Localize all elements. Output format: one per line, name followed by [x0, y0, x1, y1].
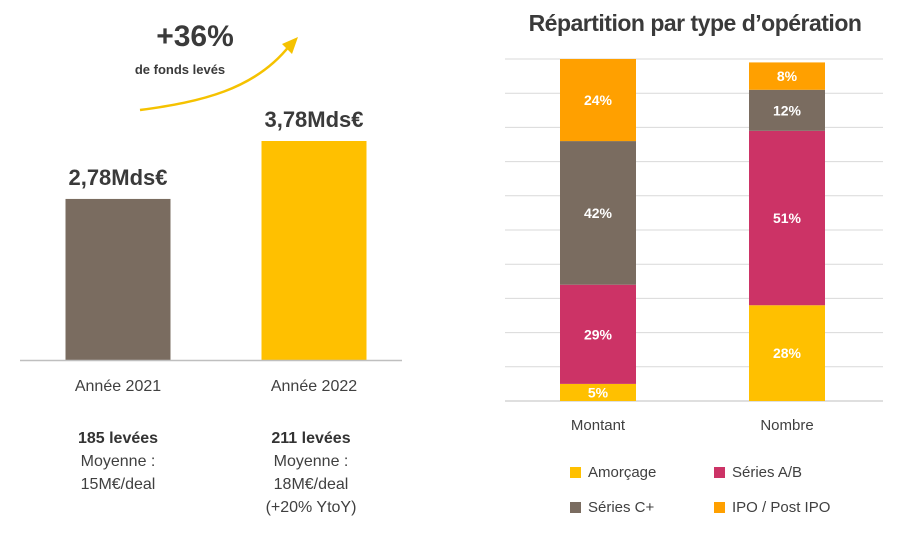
segment-label-montant-ipo-post-ipo: 24% [584, 92, 613, 108]
growth-caption: de fonds levés [134, 62, 226, 77]
segment-label-montant-s-ries-c-: 42% [584, 205, 613, 221]
segment-montant-s-ries-c- [560, 141, 636, 285]
growth-arrow [139, 44, 291, 112]
legend-swatch-series-ab [714, 467, 725, 478]
legend-label-amorcage: Amorçage [588, 464, 657, 481]
segment-label-montant-amor-age: 5% [588, 384, 609, 400]
stats-2022-growth: (+20% YtoY) [265, 499, 357, 516]
legend-item-amorcage: Amorçage [570, 464, 656, 481]
legend-item-series-c: Séries C+ [570, 499, 654, 516]
bar-category-label-2021: Année 2021 [74, 378, 162, 395]
segment-nombre-s-ries-a-b [749, 130, 825, 306]
stats-2021: 185 levées Moyenne : 15M€/deal [38, 427, 198, 496]
legend-swatch-ipo [714, 502, 725, 513]
segment-label-nombre-s-ries-c-: 12% [773, 102, 802, 118]
segment-label-nombre-amor-age: 28% [773, 345, 802, 361]
stats-2022-deals: 211 levées [271, 430, 351, 447]
segment-montant-ipo-post-ipo [560, 59, 636, 142]
segment-label-nombre-s-ries-a-b: 51% [773, 210, 802, 226]
legend-swatch-amorcage [570, 467, 581, 478]
bar-année-2022 [261, 141, 367, 360]
segment-nombre-ipo-post-ipo [749, 62, 825, 90]
segment-label-nombre-ipo-post-ipo: 8% [777, 68, 798, 84]
growth-arrowhead-icon [282, 37, 298, 54]
chart-title: Répartition par type d’opération [528, 10, 862, 36]
legend-item-series-ab: Séries A/B [714, 464, 802, 481]
bar-value-label-2021: 2,78Mds€ [68, 164, 168, 190]
segment-nombre-amor-age [749, 305, 825, 401]
segment-montant-s-ries-a-b [560, 284, 636, 384]
stats-2021-deals: 185 levées [77, 430, 159, 447]
legend-item-ipo: IPO / Post IPO [714, 499, 830, 516]
stats-2021-average-label: Moyenne : [80, 453, 156, 470]
segment-nombre-s-ries-c- [749, 89, 825, 131]
legend-label-series-c: Séries C+ [588, 499, 655, 516]
stats-2022: 211 levées Moyenne : 18M€/deal (+20% Yto… [231, 427, 391, 519]
legend-label-ipo: IPO / Post IPO [732, 499, 831, 516]
legend-swatch-series-c [570, 502, 581, 513]
bar-année-2021 [65, 198, 171, 360]
stats-2022-average-value: 18M€/deal [273, 476, 349, 493]
growth-percentage: +36% [156, 20, 234, 53]
category-label-nombre: Nombre [760, 417, 813, 434]
legend-label-series-ab: Séries A/B [732, 464, 803, 481]
segment-label-montant-s-ries-a-b: 29% [584, 326, 613, 342]
bar-category-label-2022: Année 2022 [270, 378, 358, 395]
segment-montant-amor-age [560, 383, 636, 401]
bar-value-label-2022: 3,78Mds€ [264, 107, 364, 132]
stats-2022-average-label: Moyenne : [273, 453, 349, 470]
category-label-montant: Montant [571, 417, 626, 434]
stats-2021-average-value: 15M€/deal [80, 476, 156, 493]
